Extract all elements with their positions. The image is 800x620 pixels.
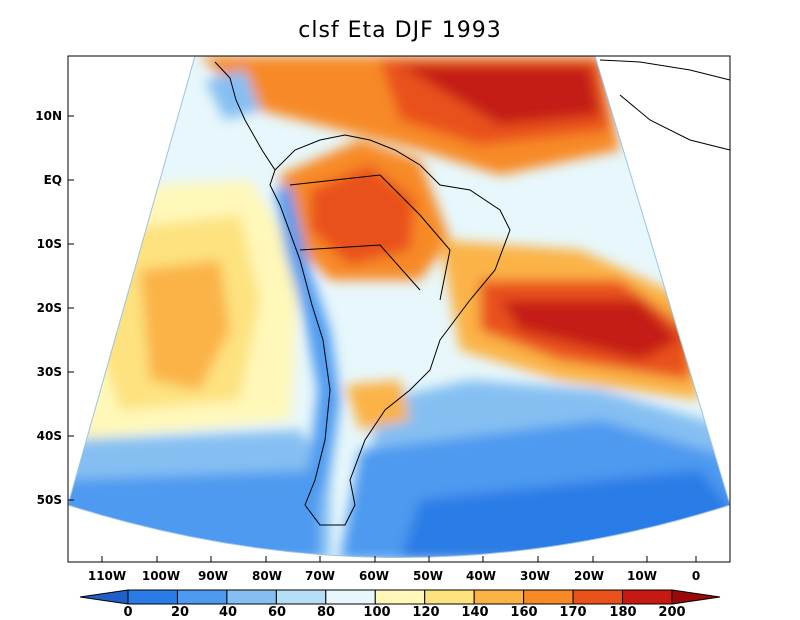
- colorbar: [79, 589, 721, 605]
- colorbar-label-80: 80: [316, 605, 336, 620]
- lon-label-80w: 80W: [252, 569, 282, 583]
- colorbar-segment: [325, 589, 376, 605]
- colorbar-label-100: 100: [363, 605, 391, 620]
- colorbar-label-120: 120: [412, 605, 440, 620]
- colorbar-label-40: 40: [218, 605, 238, 620]
- colorbar-segment: [374, 589, 426, 605]
- lon-label-90w: 90W: [198, 569, 228, 583]
- colorbar-low-arrow: [79, 589, 129, 605]
- colorbar-label-170: 170: [559, 605, 587, 620]
- colorbar-segment: [473, 589, 525, 605]
- lon-label-110w: 110W: [87, 569, 127, 583]
- lon-label-70w: 70W: [305, 569, 335, 583]
- colorbar-label-0: 0: [123, 605, 133, 620]
- lat-label-10n: 10N: [35, 109, 62, 123]
- projection-boundary: [67, 55, 731, 558]
- coastlines: [214, 59, 731, 526]
- colorbar-label-200: 200: [658, 605, 686, 620]
- colorbar-segment: [622, 589, 673, 605]
- lon-label-40w: 40W: [466, 569, 496, 583]
- colorbar-label-180: 180: [609, 605, 637, 620]
- colorbar-label-140: 140: [461, 605, 489, 620]
- lon-label-60w: 60W: [359, 569, 389, 583]
- colorbar-segment: [572, 589, 624, 605]
- colorbar-segment: [176, 589, 228, 605]
- lon-label-50w: 50W: [413, 569, 443, 583]
- lat-label-50s: 50S: [36, 493, 62, 507]
- colorbar-segment: [275, 589, 327, 605]
- lat-label-30s: 30S: [36, 365, 62, 379]
- shaded-field: [68, 56, 730, 558]
- colorbar-segment: [424, 589, 475, 605]
- lon-label-20w: 20W: [574, 569, 604, 583]
- lat-label-40s: 40S: [36, 429, 62, 443]
- map-frame: [67, 55, 731, 563]
- axis-ticks: [68, 115, 697, 562]
- colorbar-label-160: 160: [510, 605, 538, 620]
- lat-label-10s: 10S: [36, 237, 62, 251]
- colorbar-label-20: 20: [170, 605, 190, 620]
- colorbar-segment: [226, 589, 277, 605]
- colorbar-segment: [523, 589, 574, 605]
- map-title: clsf Eta DJF 1993: [298, 18, 502, 43]
- colorbar-segment: [127, 589, 178, 605]
- lon-label-10w: 10W: [627, 569, 657, 583]
- lon-label-30w: 30W: [520, 569, 550, 583]
- lon-label-100w: 100W: [141, 569, 181, 583]
- lat-label-eq: EQ: [43, 173, 62, 187]
- lon-label-0: 0: [691, 569, 701, 583]
- colorbar-high-arrow: [671, 589, 721, 605]
- lat-label-20s: 20S: [36, 301, 62, 315]
- colorbar-label-60: 60: [267, 605, 287, 620]
